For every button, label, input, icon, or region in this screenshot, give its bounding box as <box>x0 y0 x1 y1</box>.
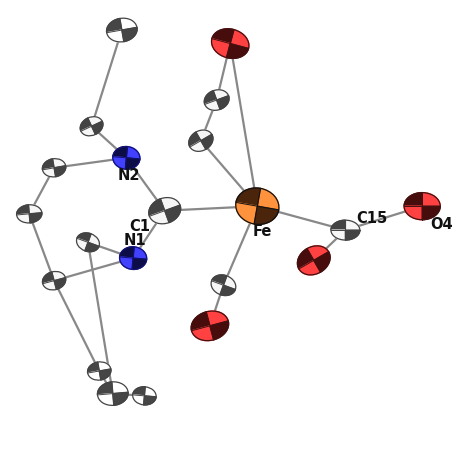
Polygon shape <box>230 29 249 48</box>
Polygon shape <box>113 157 127 169</box>
Polygon shape <box>53 159 66 168</box>
Polygon shape <box>211 275 227 285</box>
Polygon shape <box>28 205 42 214</box>
Polygon shape <box>331 230 346 240</box>
Polygon shape <box>17 214 30 223</box>
Polygon shape <box>133 395 145 405</box>
Polygon shape <box>133 247 146 259</box>
Polygon shape <box>307 246 328 260</box>
Polygon shape <box>189 132 201 147</box>
Polygon shape <box>43 168 55 177</box>
Polygon shape <box>88 117 102 126</box>
Polygon shape <box>206 311 228 326</box>
Polygon shape <box>149 199 165 216</box>
Polygon shape <box>122 27 137 42</box>
Polygon shape <box>196 130 212 141</box>
Polygon shape <box>257 188 279 210</box>
Polygon shape <box>98 394 114 405</box>
Polygon shape <box>191 312 210 331</box>
Polygon shape <box>201 135 213 149</box>
Polygon shape <box>119 247 134 258</box>
Polygon shape <box>113 147 128 158</box>
Polygon shape <box>119 257 133 270</box>
Polygon shape <box>113 392 128 405</box>
Polygon shape <box>204 91 217 104</box>
Polygon shape <box>127 147 140 159</box>
Polygon shape <box>160 198 180 211</box>
Polygon shape <box>29 213 42 223</box>
Polygon shape <box>220 285 235 295</box>
Polygon shape <box>236 202 257 224</box>
Polygon shape <box>165 205 181 222</box>
Polygon shape <box>212 29 234 43</box>
Polygon shape <box>99 369 111 380</box>
Polygon shape <box>314 252 330 272</box>
Polygon shape <box>254 206 279 224</box>
Polygon shape <box>120 18 137 30</box>
Text: N1: N1 <box>124 232 146 247</box>
Polygon shape <box>331 220 346 230</box>
Polygon shape <box>211 39 230 58</box>
Polygon shape <box>211 281 223 294</box>
Polygon shape <box>54 166 66 177</box>
Text: C1: C1 <box>129 219 150 234</box>
Polygon shape <box>107 19 122 33</box>
Polygon shape <box>223 276 236 289</box>
Polygon shape <box>217 96 229 109</box>
Polygon shape <box>190 141 206 151</box>
Text: O4: O4 <box>430 217 453 232</box>
Polygon shape <box>76 238 88 251</box>
Polygon shape <box>88 371 101 380</box>
Polygon shape <box>149 211 169 224</box>
Polygon shape <box>205 100 220 111</box>
Polygon shape <box>191 326 214 341</box>
Polygon shape <box>404 206 422 220</box>
Polygon shape <box>52 271 65 281</box>
Text: C15: C15 <box>356 211 387 226</box>
Polygon shape <box>210 321 228 340</box>
Polygon shape <box>144 396 156 405</box>
Polygon shape <box>107 30 124 42</box>
Polygon shape <box>346 230 360 240</box>
Polygon shape <box>98 382 113 395</box>
Polygon shape <box>299 260 320 275</box>
Polygon shape <box>145 387 156 397</box>
Polygon shape <box>43 281 56 290</box>
Polygon shape <box>112 382 128 394</box>
Polygon shape <box>227 43 248 58</box>
Polygon shape <box>236 188 260 206</box>
Polygon shape <box>80 118 91 131</box>
Polygon shape <box>132 258 146 270</box>
Polygon shape <box>77 233 91 242</box>
Polygon shape <box>88 234 100 246</box>
Polygon shape <box>43 272 54 284</box>
Polygon shape <box>422 193 440 206</box>
Text: N2: N2 <box>118 169 140 183</box>
Polygon shape <box>17 205 29 215</box>
Polygon shape <box>81 126 95 136</box>
Polygon shape <box>54 278 66 289</box>
Polygon shape <box>133 387 145 396</box>
Polygon shape <box>404 193 422 206</box>
Polygon shape <box>88 362 99 373</box>
Polygon shape <box>43 159 54 170</box>
Polygon shape <box>125 158 140 169</box>
Polygon shape <box>298 249 314 269</box>
Polygon shape <box>91 121 103 135</box>
Polygon shape <box>422 206 440 220</box>
Polygon shape <box>85 242 99 252</box>
Polygon shape <box>346 220 360 230</box>
Polygon shape <box>213 90 228 100</box>
Polygon shape <box>98 362 111 371</box>
Text: Fe: Fe <box>252 223 272 239</box>
